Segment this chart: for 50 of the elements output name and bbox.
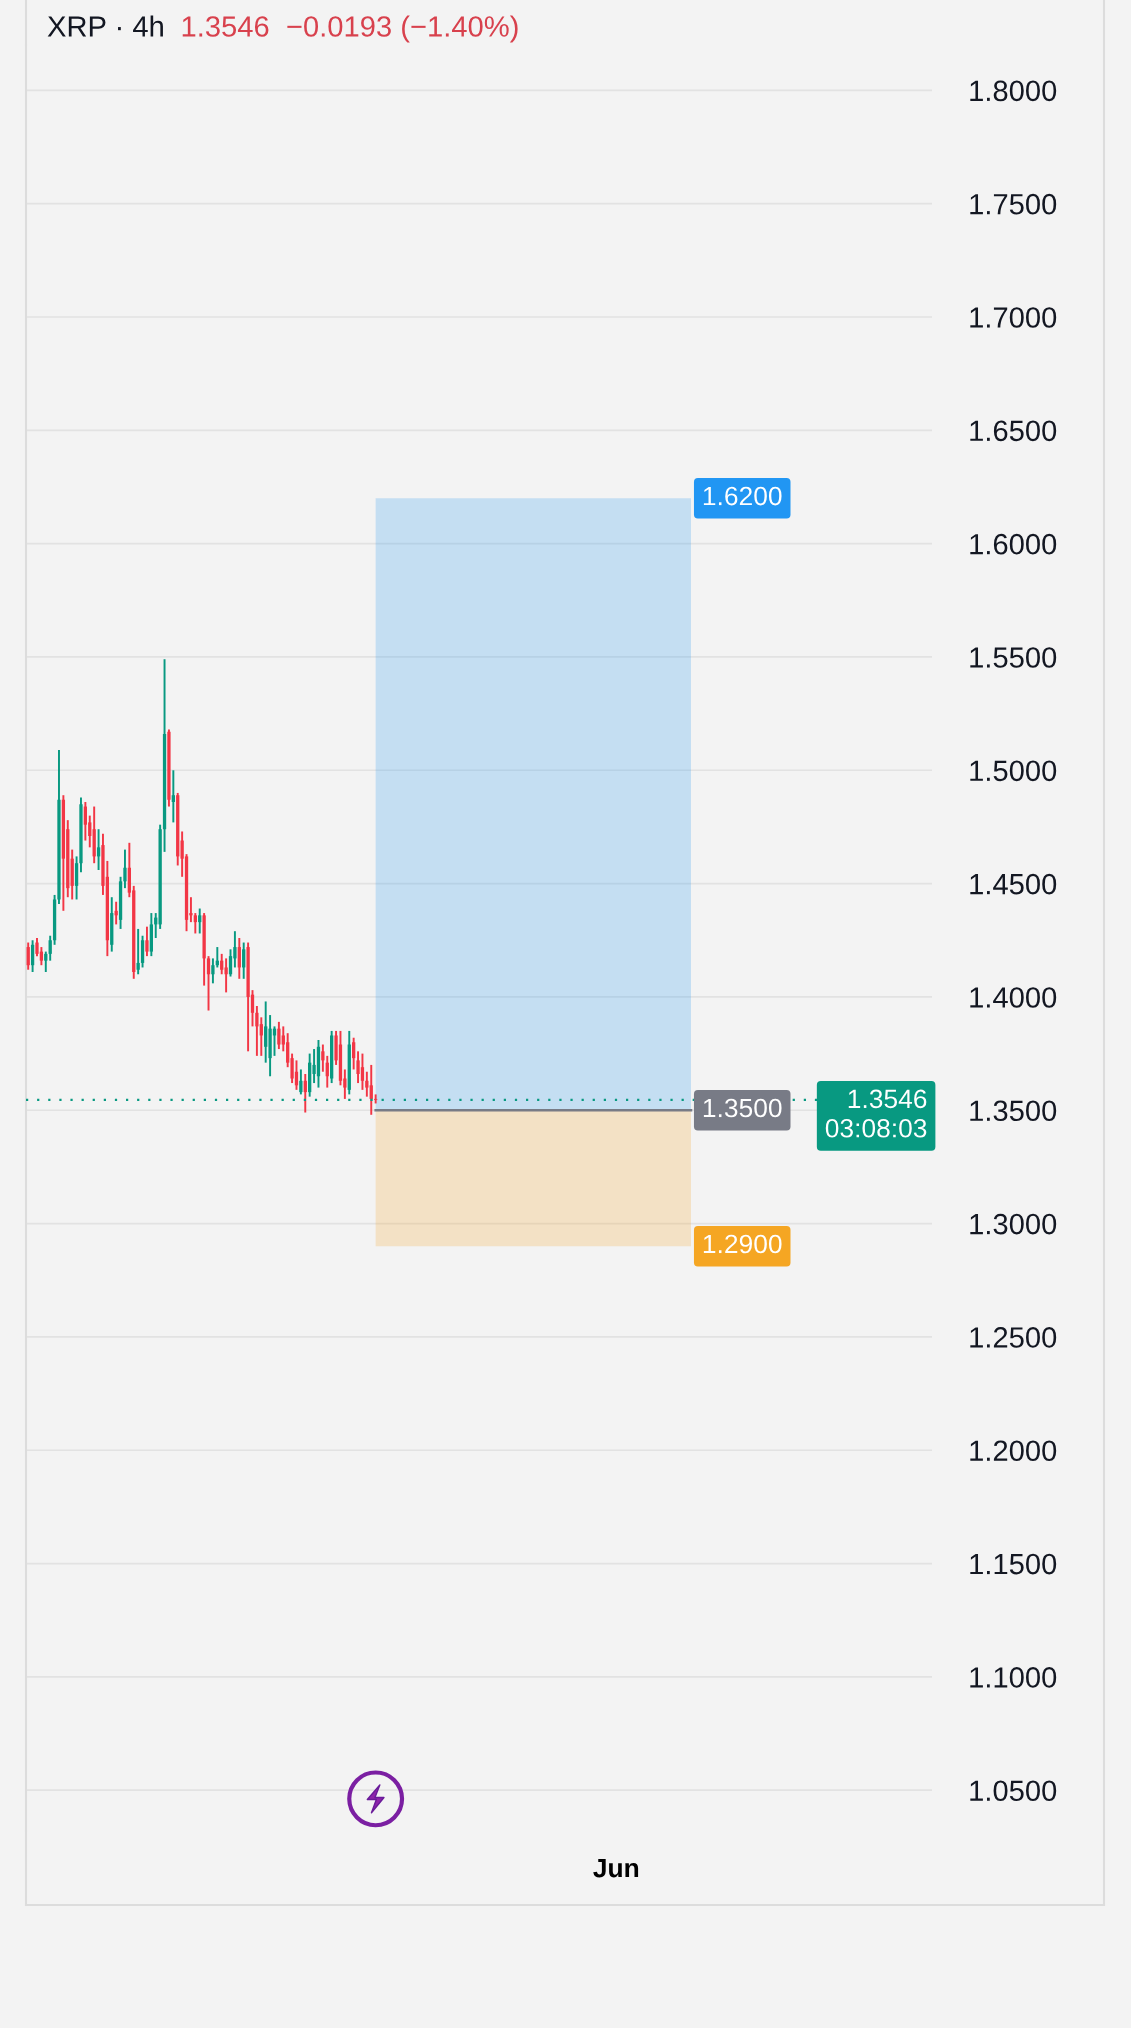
y-tick-label: 1.7000 <box>970 307 1057 328</box>
candlestick <box>39 946 44 967</box>
candlestick <box>26 941 30 971</box>
candlestick <box>96 828 101 871</box>
chart-title: XRP · 4h <box>47 15 163 37</box>
ref-line-label: 1.3546 03:08:03 <box>825 1089 927 1138</box>
candlestick <box>264 1000 268 1064</box>
candlestick <box>83 801 88 842</box>
candlestick <box>237 937 241 980</box>
y-tick-label: 1.2500 <box>970 1327 1057 1348</box>
chart-subtitle: 1.3546 −0.0193 (−1.40%) <box>182 15 518 43</box>
candlestick <box>224 957 228 994</box>
y-tick-label: 1.1500 <box>970 1553 1057 1575</box>
candlestick <box>48 934 52 962</box>
y-tick-label: 1.4500 <box>970 873 1057 895</box>
candlestick <box>352 1036 356 1071</box>
candlestick <box>44 950 48 973</box>
y-tick-label: 1.1000 <box>970 1667 1057 1688</box>
candlestick <box>145 925 149 958</box>
candlestick <box>228 948 233 978</box>
candlestick <box>360 1052 365 1091</box>
y-tick-label: 1.6500 <box>970 420 1057 442</box>
y-tick-label: 1.3500 <box>970 1100 1057 1122</box>
candlestick <box>369 1063 373 1116</box>
band-label: 1.2900 <box>703 1234 782 1254</box>
y-tick-label: 1.3000 <box>970 1213 1057 1235</box>
candlestick <box>30 939 35 973</box>
candlestick <box>220 952 224 976</box>
y-tick-label: 1.5500 <box>970 647 1057 668</box>
candlestick <box>140 934 145 969</box>
y-tick-label: 1.7500 <box>970 193 1057 215</box>
y-tick-label: 1.6000 <box>970 533 1057 555</box>
y-tick-label: 1.2000 <box>970 1440 1057 1462</box>
y-tick-label: 1.0500 <box>970 1780 1057 1802</box>
candlestick <box>136 927 140 976</box>
candlestick <box>193 912 197 935</box>
candlestick <box>206 955 211 1012</box>
band-label: 1.6200 <box>703 486 782 506</box>
candlestick <box>198 907 202 935</box>
y-tick-label: 1.8000 <box>970 80 1057 102</box>
candlestick <box>242 941 246 980</box>
candlestick <box>365 1070 369 1098</box>
ref-line-label: 1.3500 <box>703 1098 782 1118</box>
candlestick <box>277 1020 281 1051</box>
y-tick-label: 1.4000 <box>970 987 1057 1008</box>
candlestick <box>299 1068 303 1096</box>
candlestick <box>171 769 175 824</box>
y-tick-label: 1.5000 <box>970 760 1057 782</box>
text: Jun <box>593 1858 639 1878</box>
candlestick <box>255 1005 259 1057</box>
